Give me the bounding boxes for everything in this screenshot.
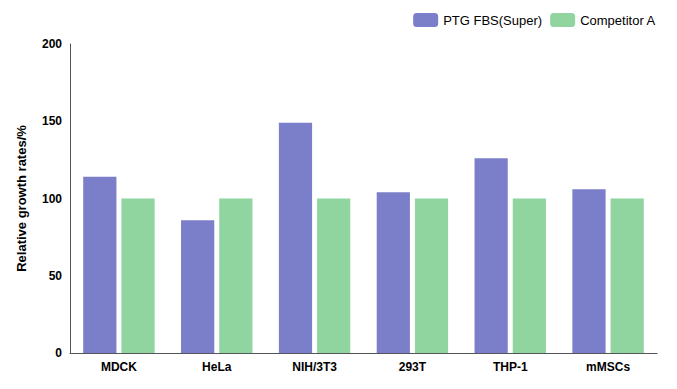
svg-text:NIH/3T3: NIH/3T3: [292, 360, 337, 374]
svg-text:Competitor A: Competitor A: [580, 13, 655, 28]
svg-text:293T: 293T: [399, 360, 427, 374]
svg-text:MDCK: MDCK: [101, 360, 137, 374]
svg-text:100: 100: [42, 192, 62, 206]
svg-text:PTG FBS(Super): PTG FBS(Super): [443, 13, 542, 28]
svg-text:50: 50: [49, 269, 63, 283]
svg-text:Relative growth rates/%: Relative growth rates/%: [14, 125, 29, 272]
svg-text:200: 200: [42, 37, 62, 51]
svg-text:HeLa: HeLa: [202, 360, 232, 374]
svg-text:THP-1: THP-1: [493, 360, 528, 374]
svg-text:150: 150: [42, 114, 62, 128]
svg-text:mMSCs: mMSCs: [586, 360, 630, 374]
svg-text:0: 0: [55, 346, 62, 360]
